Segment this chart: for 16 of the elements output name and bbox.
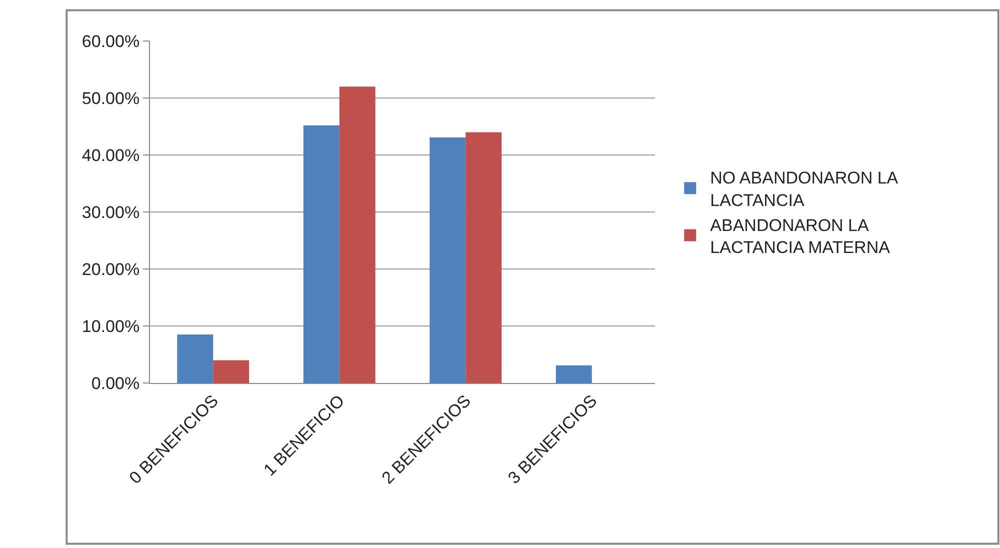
- legend-label: ABANDONARON LA LACTANCIA MATERNA: [710, 216, 891, 257]
- bar: [466, 132, 502, 383]
- bar: [213, 360, 250, 383]
- y-tick-label: 50.00%: [82, 88, 140, 108]
- bar: [303, 125, 340, 383]
- bar: [556, 365, 592, 383]
- y-tick-label: 20.00%: [82, 260, 140, 279]
- bar: [430, 137, 466, 383]
- y-tick-label: 40.00%: [82, 146, 140, 165]
- y-tick-label: 10.00%: [82, 316, 140, 336]
- legend-label: NO ABANDONARON LA LACTANCIA: [710, 168, 899, 210]
- bar: [177, 334, 214, 383]
- y-tick-label: 60.00%: [82, 32, 140, 51]
- bar: [339, 86, 376, 383]
- y-tick-label: 30.00%: [82, 202, 140, 222]
- y-tick-label: 0.00%: [91, 374, 140, 393]
